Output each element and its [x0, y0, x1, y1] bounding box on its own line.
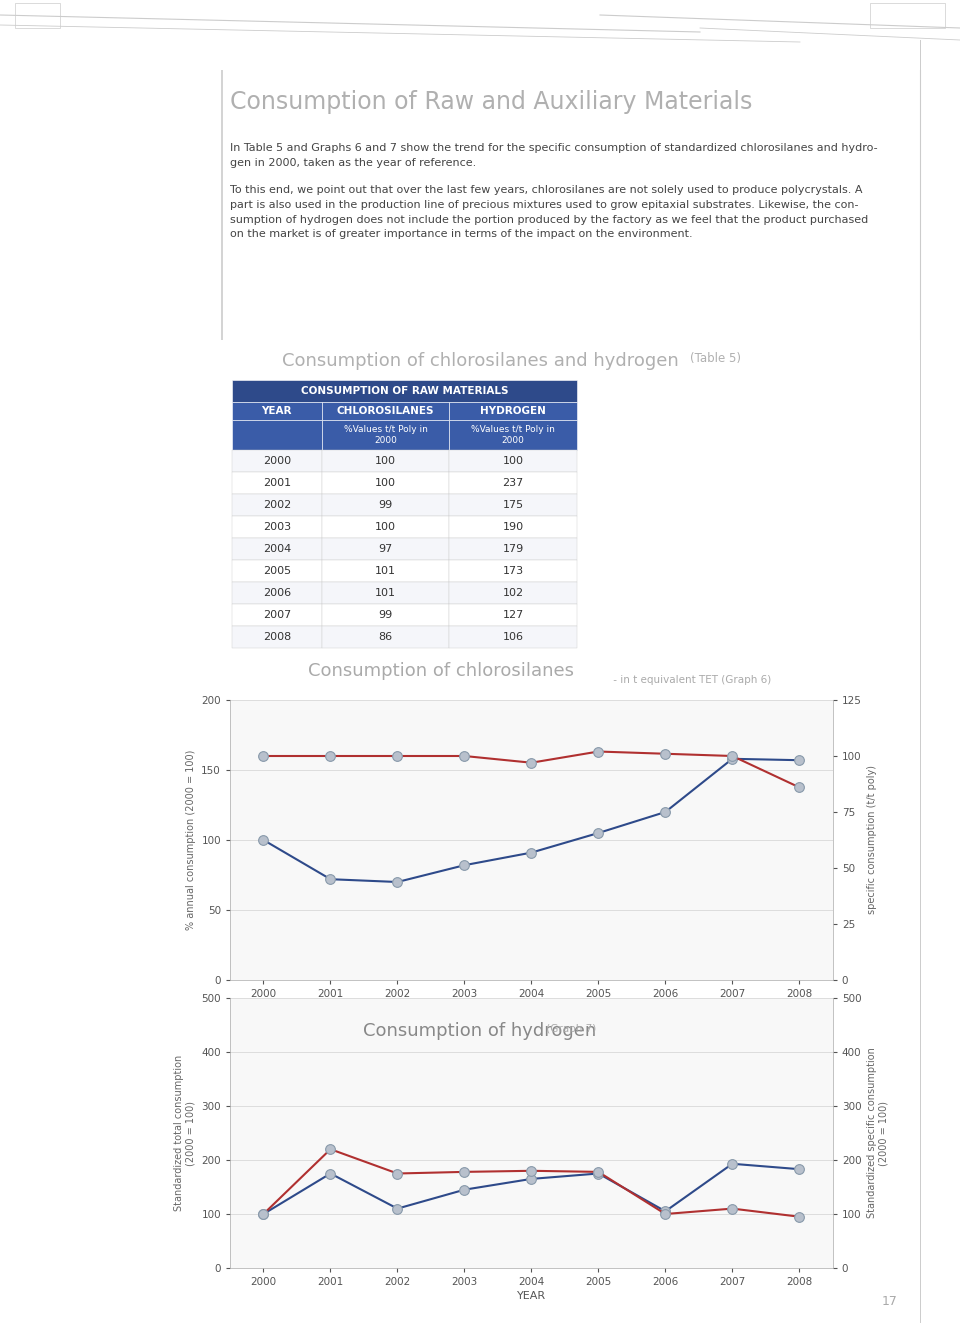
Text: YEAR: YEAR	[261, 405, 292, 416]
X-axis label: YEAR: YEAR	[516, 1003, 546, 1013]
Y-axis label: specific consumption (t/t poly): specific consumption (t/t poly)	[867, 766, 877, 914]
Text: %Values t/t Poly in
2000: %Values t/t Poly in 2000	[471, 425, 555, 445]
Bar	[449, 603, 577, 626]
Text: 179: 179	[502, 544, 524, 554]
Text: 106: 106	[503, 633, 523, 642]
Text: 17: 17	[881, 1294, 898, 1308]
Bar	[232, 472, 322, 494]
Text: - in t equivalent TET (Graph 6): - in t equivalent TET (Graph 6)	[610, 675, 771, 684]
Bar	[232, 560, 322, 582]
Text: 127: 127	[502, 610, 524, 621]
Text: 100: 100	[503, 456, 523, 466]
Text: 2004: 2004	[263, 544, 291, 554]
Bar	[449, 472, 577, 494]
Text: HYDROGEN: HYDROGEN	[480, 405, 546, 416]
Bar	[322, 582, 449, 603]
Text: 2003: 2003	[263, 522, 291, 532]
Text: Consumption of hydrogen: Consumption of hydrogen	[363, 1022, 596, 1041]
Bar	[449, 494, 577, 516]
Bar	[449, 516, 577, 538]
Bar	[232, 451, 322, 472]
Bar	[322, 603, 449, 626]
Text: 99: 99	[378, 500, 393, 510]
X-axis label: YEAR: YEAR	[516, 1292, 546, 1301]
Text: 237: 237	[502, 478, 524, 488]
Y-axis label: Standardized total consumption
(2000 = 100): Standardized total consumption (2000 = 1…	[174, 1055, 196, 1211]
Y-axis label: % annual consumption (2000 = 100): % annual consumption (2000 = 100)	[185, 750, 196, 930]
Bar	[322, 494, 449, 516]
Bar	[232, 603, 322, 626]
Text: 101: 101	[375, 587, 396, 598]
Bar	[449, 582, 577, 603]
Bar	[322, 451, 449, 472]
Text: 190: 190	[503, 522, 524, 532]
Bar	[232, 582, 322, 603]
Text: 102: 102	[503, 587, 524, 598]
Text: 2008: 2008	[263, 633, 291, 642]
Text: CONSUMPTION OF RAW MATERIALS: CONSUMPTION OF RAW MATERIALS	[300, 385, 508, 396]
Text: Consumption of chlorosilanes and hydrogen: Consumption of chlorosilanes and hydroge…	[281, 352, 679, 369]
Bar	[449, 538, 577, 560]
Text: In Table 5 and Graphs 6 and 7 show the trend for the specific consumption of sta: In Table 5 and Graphs 6 and 7 show the t…	[230, 144, 877, 167]
Text: 101: 101	[375, 566, 396, 575]
Text: 2005: 2005	[263, 566, 291, 575]
Bar	[232, 538, 322, 560]
Text: 2000: 2000	[263, 456, 291, 466]
Bar	[322, 472, 449, 494]
Bar	[232, 401, 322, 420]
Text: 2006: 2006	[263, 587, 291, 598]
Text: 2002: 2002	[263, 500, 291, 510]
Bar	[449, 401, 577, 420]
Bar	[232, 380, 577, 401]
Bar	[232, 420, 322, 451]
Text: Consumption of chlorosilanes: Consumption of chlorosilanes	[308, 662, 574, 680]
Text: 2007: 2007	[263, 610, 291, 621]
Text: 100: 100	[375, 456, 396, 466]
Bar	[322, 401, 449, 420]
Text: CHLOROSILANES: CHLOROSILANES	[337, 405, 434, 416]
Text: 173: 173	[503, 566, 524, 575]
Text: 97: 97	[378, 544, 393, 554]
Bar	[449, 451, 577, 472]
Bar	[322, 626, 449, 649]
Text: 99: 99	[378, 610, 393, 621]
Bar	[322, 538, 449, 560]
Text: 175: 175	[503, 500, 524, 510]
Bar	[449, 420, 577, 451]
Bar	[15, 3, 60, 28]
Text: To this end, we point out that over the last few years, chlorosilanes are not so: To this end, we point out that over the …	[230, 185, 868, 239]
Bar	[322, 420, 449, 451]
Text: 86: 86	[378, 633, 393, 642]
Text: 2001: 2001	[263, 478, 291, 488]
Bar	[449, 626, 577, 649]
Bar	[232, 626, 322, 649]
Y-axis label: Standardized specific consumption
(2000 = 100): Standardized specific consumption (2000 …	[867, 1047, 889, 1219]
Text: 100: 100	[375, 522, 396, 532]
Text: (Table 5): (Table 5)	[690, 352, 741, 365]
Text: %Values t/t Poly in
2000: %Values t/t Poly in 2000	[344, 425, 427, 445]
Bar	[322, 516, 449, 538]
Bar	[232, 494, 322, 516]
Bar	[870, 3, 945, 28]
Bar	[232, 516, 322, 538]
Text: (Graph 7): (Graph 7)	[543, 1023, 597, 1034]
Text: 100: 100	[375, 478, 396, 488]
Bar	[449, 560, 577, 582]
Text: Consumption of Raw and Auxiliary Materials: Consumption of Raw and Auxiliary Materia…	[230, 90, 753, 114]
Bar	[322, 560, 449, 582]
